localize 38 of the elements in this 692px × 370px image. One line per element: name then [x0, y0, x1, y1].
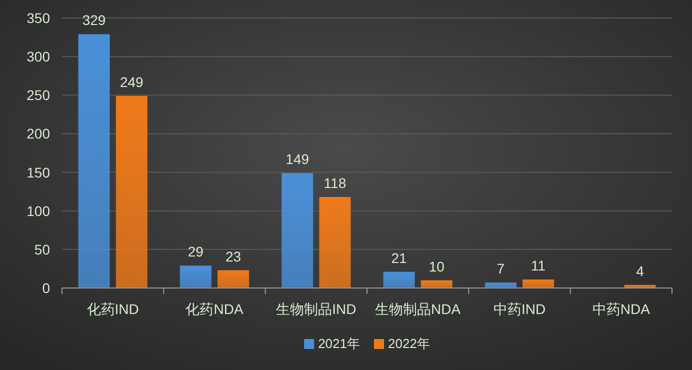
data-label: 11: [531, 258, 546, 274]
y-tick-label: 300: [26, 48, 50, 65]
data-label: 10: [428, 258, 445, 274]
y-tick-label: 250: [26, 87, 50, 104]
x-tick-label: 化药NDA: [186, 301, 244, 317]
legend-label: 2022年: [388, 336, 430, 351]
data-label: 118: [324, 174, 346, 191]
bar: [522, 280, 554, 288]
y-tick-label: 100: [26, 202, 50, 219]
data-label: 7: [496, 260, 505, 277]
bar: [180, 266, 212, 288]
data-label: 23: [226, 248, 242, 264]
bar: [282, 173, 314, 288]
x-tick-label: 生物制品IND: [276, 301, 356, 317]
data-label: 29: [188, 244, 204, 260]
data-label: 21: [391, 250, 408, 266]
bar: [624, 284, 656, 288]
legend-label: 2021年: [318, 336, 360, 351]
bar: [319, 196, 351, 288]
y-tick-label: 150: [26, 164, 50, 180]
data-label: 149: [286, 151, 310, 168]
bar: [420, 280, 452, 288]
bar: [383, 272, 415, 288]
bar: [78, 34, 110, 288]
bar: [484, 282, 516, 288]
data-label: 249: [120, 74, 144, 90]
y-tick-label: 350: [26, 10, 50, 26]
x-tick-label: 中药IND: [493, 301, 546, 317]
y-tick-label: 50: [34, 241, 50, 258]
x-tick-label: 生物制品NDA: [375, 301, 462, 317]
data-label: 4: [636, 262, 644, 279]
y-tick-label: 0: [42, 280, 50, 296]
x-tick-label: 化药IND: [86, 301, 139, 317]
bar: [116, 96, 148, 288]
y-tick-label: 200: [26, 126, 50, 142]
x-tick-label: 中药NDA: [592, 301, 651, 317]
data-label: 329: [82, 12, 106, 28]
bar: [218, 270, 250, 288]
